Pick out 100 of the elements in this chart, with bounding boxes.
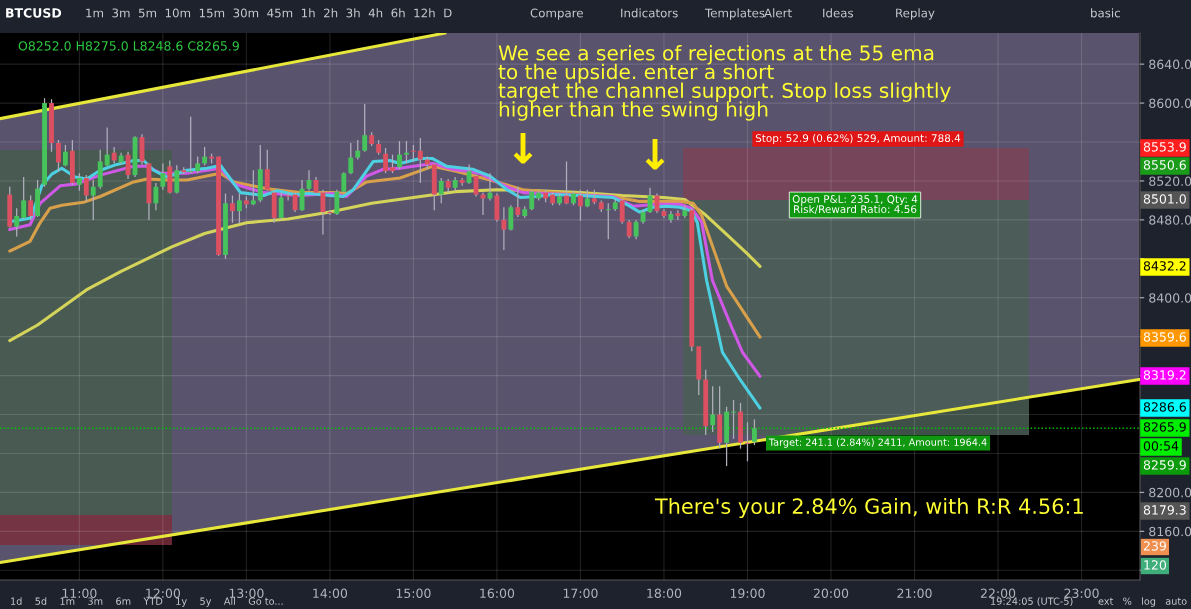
candlestick bbox=[731, 399, 736, 440]
y-tick-label: 8480.0 bbox=[1149, 215, 1191, 225]
candlestick bbox=[390, 154, 395, 174]
text: 00:54 bbox=[1143, 441, 1179, 451]
candlestick bbox=[21, 176, 27, 220]
text: 120 bbox=[1144, 560, 1167, 570]
x-tick-label: 14:00 bbox=[313, 588, 348, 599]
candlestick bbox=[745, 421, 750, 462]
text: 8432.2 bbox=[1143, 261, 1186, 271]
text: 8259.9 bbox=[1143, 460, 1186, 470]
candlestick bbox=[633, 219, 639, 240]
candlestick bbox=[62, 144, 68, 167]
candlestick bbox=[404, 140, 409, 165]
candlestick bbox=[466, 163, 472, 185]
candlestick bbox=[160, 162, 166, 191]
candlestick bbox=[236, 192, 242, 225]
y-tick-label: 8160.0 bbox=[1149, 526, 1191, 537]
text: Compare bbox=[530, 8, 583, 20]
candlestick bbox=[90, 179, 96, 221]
candlestick bbox=[28, 194, 34, 221]
y-tick-label: 8400.0 bbox=[1149, 293, 1191, 303]
candlestick bbox=[230, 194, 235, 224]
y-tick-label: 8640.0 bbox=[1149, 59, 1191, 70]
candlestick bbox=[383, 147, 389, 174]
candlestick bbox=[327, 209, 333, 216]
text: 8319.2 bbox=[1143, 370, 1186, 380]
y-tick-label: 8600.0 bbox=[1149, 98, 1191, 109]
text: Templates bbox=[704, 8, 765, 20]
text: Indicators bbox=[621, 8, 678, 18]
x-tick-label: 21:00 bbox=[897, 588, 932, 599]
text: Alert bbox=[764, 8, 792, 18]
candlestick bbox=[83, 174, 89, 203]
text: Replay bbox=[896, 8, 935, 20]
candlestick bbox=[605, 202, 611, 240]
text: O8252.0 H8275.0 L8248.6 C8265.9 bbox=[18, 41, 239, 51]
text: 8179.3 bbox=[1143, 505, 1186, 515]
candlestick bbox=[104, 126, 110, 167]
candlestick bbox=[529, 189, 535, 211]
x-tick-label: 19:00 bbox=[730, 588, 765, 599]
text: 8553.9 bbox=[1143, 142, 1186, 152]
text: 8550.6 bbox=[1143, 160, 1186, 170]
x-tick-label: 22:00 bbox=[980, 588, 1016, 599]
annotation: Target: 241.1 (2.84%) 2411, Amount: 1964.4 bbox=[768, 438, 987, 448]
text: 239 bbox=[1143, 541, 1166, 551]
candlestick bbox=[710, 385, 716, 433]
y-tick-label: 8520.0 bbox=[1149, 176, 1191, 186]
x-tick-label: 12:00 bbox=[146, 588, 181, 599]
candlestick bbox=[174, 164, 180, 195]
text: 1m 3m 5m 10m 15m 30m 45m 1h 2h 3h 4h 6h 12h D bbox=[86, 8, 452, 18]
annotation: There's your 2.84% Gain, with R:R 4.56:1 bbox=[654, 497, 1083, 519]
y-tick-label: 8200.0 bbox=[1149, 487, 1191, 498]
candlestick bbox=[285, 191, 291, 202]
candlestick bbox=[501, 206, 507, 251]
text: basic bbox=[1091, 8, 1120, 18]
candlestick bbox=[619, 197, 625, 225]
candlestick bbox=[250, 169, 256, 206]
candlestick bbox=[626, 219, 632, 239]
x-tick-label: 17:00 bbox=[563, 588, 598, 599]
candlestick bbox=[14, 207, 20, 238]
candlestick bbox=[56, 139, 61, 172]
text: 8359.6 bbox=[1143, 332, 1186, 342]
candlestick bbox=[438, 177, 444, 204]
x-tick-label: 18:00 bbox=[647, 588, 682, 599]
candlestick bbox=[417, 137, 423, 184]
x-tick-label: 23:00 bbox=[1064, 588, 1099, 599]
chart-title: BTCUSD bbox=[6, 8, 62, 18]
candlestick bbox=[153, 182, 159, 211]
candlestick bbox=[564, 160, 569, 205]
candlestick bbox=[578, 189, 583, 222]
text: 8265.9 bbox=[1143, 422, 1186, 432]
annotation: ↓ bbox=[645, 138, 665, 170]
annotation: Stop: 52.9 (0.62%) 529, Amount: 788.4 bbox=[755, 133, 961, 145]
candlestick bbox=[459, 177, 465, 187]
candlestick bbox=[202, 146, 208, 166]
candlestick bbox=[341, 171, 347, 194]
text: 1d 5d 1m 3m 6m YTD 1y 5y All Go to... bbox=[11, 597, 283, 607]
text: 8286.6 bbox=[1143, 402, 1186, 412]
candlestick bbox=[334, 189, 340, 216]
candlestick bbox=[515, 186, 521, 218]
candlestick bbox=[292, 191, 298, 213]
candlestick bbox=[320, 189, 326, 236]
candlestick bbox=[751, 418, 757, 446]
annotation: ↓ bbox=[513, 132, 533, 164]
annotation: Open P&L: 235.1, Qty: 4 Risk/Reward Ratio: 4.56 bbox=[792, 195, 918, 214]
candlestick bbox=[278, 191, 284, 221]
text: Ideas bbox=[823, 8, 854, 18]
candlestick bbox=[397, 140, 402, 170]
x-tick-label: 20:00 bbox=[813, 588, 849, 599]
text: 8501.0 bbox=[1143, 194, 1186, 204]
x-tick-label: 15:00 bbox=[396, 588, 431, 599]
x-tick-label: 13:00 bbox=[229, 588, 264, 599]
candlestick bbox=[264, 149, 270, 192]
candlestick bbox=[355, 139, 361, 161]
text: ext % log auto bbox=[1098, 597, 1187, 607]
x-tick-label: 16:00 bbox=[480, 588, 515, 599]
text: 19:24:05 (UTC-5) bbox=[991, 597, 1073, 606]
candlestick bbox=[348, 142, 354, 175]
candlestick bbox=[362, 103, 368, 153]
x-tick-label: 11:00 bbox=[62, 588, 97, 599]
candlestick bbox=[188, 116, 194, 174]
